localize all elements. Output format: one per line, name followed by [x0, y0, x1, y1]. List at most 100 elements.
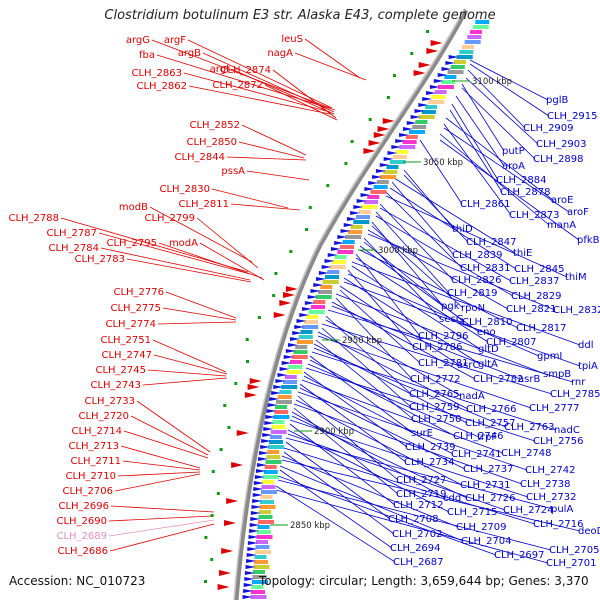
gene-label-clh-2766[interactable]: CLH_2766	[466, 404, 517, 415]
gene-label-asrc[interactable]: asrC	[457, 360, 479, 371]
gene-label-clh-2705[interactable]: CLH_2705	[549, 545, 600, 556]
gene-label-pssa[interactable]: pssA	[221, 166, 245, 177]
gene-label-clh-2884[interactable]: CLH_2884	[496, 175, 547, 186]
gene-label-clh-2845[interactable]: CLH_2845	[514, 264, 565, 275]
gene-label-clh-2796[interactable]: CLH_2796	[418, 331, 469, 342]
gene-label-clh-2898[interactable]: CLH_2898	[533, 154, 584, 165]
gene-label-clh-2763[interactable]: CLH_2763	[504, 422, 555, 433]
gene-label-clh-2782[interactable]: CLH_2782	[473, 374, 524, 385]
gene-label-clh-2694[interactable]: CLH_2694	[390, 543, 441, 554]
gene-label-nadc[interactable]: nadC	[554, 425, 580, 436]
gene-label-naga[interactable]: nagA	[267, 48, 293, 59]
gene-label-clh-2711[interactable]: CLH_2711	[70, 456, 121, 467]
gene-label-clh-2709[interactable]: CLH_2709	[456, 522, 507, 533]
gene-label-pglb[interactable]: pglB	[546, 95, 568, 106]
gene-label-clh-2830[interactable]: CLH_2830	[159, 184, 210, 195]
gene-label-clh-2737[interactable]: CLH_2737	[463, 464, 514, 475]
gene-label-clh-2807[interactable]: CLH_2807	[486, 337, 537, 348]
gene-label-clh-2786[interactable]: CLH_2786	[412, 342, 463, 353]
gene-label-clh-2739[interactable]: CLH_2739	[405, 442, 456, 453]
gene-label-clh-2765[interactable]: CLH_2765	[409, 389, 460, 400]
gene-label-cdd[interactable]: cdd	[443, 493, 461, 504]
gene-label-pfkb[interactable]: pfkB	[577, 235, 600, 246]
gene-label-clh-2783[interactable]: CLH_2783	[74, 254, 125, 265]
gene-label-argi[interactable]: argI	[210, 64, 229, 75]
gene-label-eno[interactable]: eno	[477, 327, 496, 338]
gene-label-clh-2724[interactable]: CLH_2724	[503, 505, 554, 516]
gene-label-clh-2720[interactable]: CLH_2720	[78, 411, 129, 422]
gene-label-glta[interactable]: gltA	[478, 359, 498, 370]
gene-label-trpf[interactable]: trpF	[477, 432, 497, 443]
gene-label-moda[interactable]: modA	[169, 238, 198, 249]
gene-label-tpia[interactable]: tpiA	[578, 361, 598, 372]
gene-label-clh-2775[interactable]: CLH_2775	[110, 303, 161, 314]
gene-label-clh-2704[interactable]: CLH_2704	[461, 536, 512, 547]
gene-label-clh-2832[interactable]: CLH_2832	[553, 305, 600, 316]
gene-label-pgk[interactable]: pgk	[441, 301, 460, 312]
gene-label-clh-2873[interactable]: CLH_2873	[509, 210, 560, 221]
gene-label-smpb[interactable]: smpB	[543, 369, 571, 380]
gene-label-clh-2785[interactable]: CLH_2785	[550, 389, 600, 400]
gene-label-clh-2708[interactable]: CLH_2708	[388, 514, 439, 525]
gene-label-clh-2915[interactable]: CLH_2915	[547, 111, 598, 122]
gene-label-clh-2795[interactable]: CLH_2795	[106, 238, 157, 249]
gene-label-rnr[interactable]: rnr	[571, 377, 586, 388]
gene-label-fba[interactable]: fba	[139, 50, 155, 61]
gene-label-clh-2903[interactable]: CLH_2903	[536, 139, 587, 150]
gene-label-clh-2837[interactable]: CLH_2837	[509, 276, 560, 287]
gene-label-clh-2745[interactable]: CLH_2745	[95, 365, 146, 376]
gene-label-clh-2747[interactable]: CLH_2747	[101, 350, 152, 361]
gene-label-thim[interactable]: thiM	[565, 272, 587, 283]
gene-label-clh-2844[interactable]: CLH_2844	[174, 152, 225, 163]
gene-label-clh-2829[interactable]: CLH_2829	[511, 291, 562, 302]
gene-label-clh-2909[interactable]: CLH_2909	[523, 123, 574, 134]
gene-label-clh-2850[interactable]: CLH_2850	[186, 137, 237, 148]
gene-label-clh-2839[interactable]: CLH_2839	[452, 250, 503, 261]
gene-label-clh-2712[interactable]: CLH_2712	[393, 500, 444, 511]
gene-label-argb[interactable]: argB	[178, 48, 201, 59]
gene-label-deod[interactable]: deoD	[578, 526, 600, 537]
gene-label-arof[interactable]: aroF	[567, 207, 589, 218]
gene-label-clh-2759[interactable]: CLH_2759	[409, 402, 460, 413]
gene-label-clh-2878[interactable]: CLH_2878	[500, 187, 551, 198]
gene-label-clh-2874[interactable]: CLH_2874	[220, 65, 271, 76]
gene-label-clh-2750[interactable]: CLH_2750	[411, 414, 462, 425]
gene-label-argg[interactable]: argG	[126, 35, 150, 46]
gene-label-secg[interactable]: secG	[439, 314, 464, 325]
gene-label-argf[interactable]: argF	[164, 35, 186, 46]
gene-label-clh-2702[interactable]: CLH_2702	[392, 529, 443, 540]
gene-label-clh-2799[interactable]: CLH_2799	[144, 213, 195, 224]
gene-label-clh-2862[interactable]: CLH_2862	[136, 81, 187, 92]
gene-label-leus[interactable]: leuS	[281, 34, 303, 45]
gene-label-modb[interactable]: modB	[119, 202, 148, 213]
gene-label-clh-2781[interactable]: CLH_2781	[418, 358, 469, 369]
gene-label-clh-2784[interactable]: CLH_2784	[48, 243, 99, 254]
gene-label-thie[interactable]: thiE	[513, 248, 532, 259]
gene-label-rpon[interactable]: rpoN	[461, 303, 485, 314]
gene-label-clh-2777[interactable]: CLH_2777	[529, 403, 580, 414]
gene-label-clh-2738[interactable]: CLH_2738	[520, 479, 571, 490]
gene-label-clh-2716[interactable]: CLH_2716	[533, 519, 584, 530]
gene-label-clh-2742[interactable]: CLH_2742	[525, 465, 576, 476]
gene-label-clh-2731[interactable]: CLH_2731	[460, 480, 511, 491]
gene-label-clh-2746[interactable]: CLH_2746	[453, 431, 504, 442]
gene-label-putp[interactable]: putP	[502, 146, 525, 157]
gene-label-clh-2821[interactable]: CLH_2821	[506, 304, 557, 315]
gene-label-clh-2774[interactable]: CLH_2774	[105, 319, 156, 330]
gene-label-nada[interactable]: nadA	[459, 391, 485, 402]
gene-label-clh-2732[interactable]: CLH_2732	[526, 492, 577, 503]
gene-label-clh-2847[interactable]: CLH_2847	[466, 237, 517, 248]
gene-label-clh-2713[interactable]: CLH_2713	[68, 441, 119, 452]
gene-label-clh-2831[interactable]: CLH_2831	[460, 263, 511, 274]
gene-label-clh-2872[interactable]: CLH_2872	[212, 80, 263, 91]
gene-label-clh-2701[interactable]: CLH_2701	[546, 558, 597, 569]
gene-label-clh-2686[interactable]: CLH_2686	[57, 546, 108, 557]
gene-label-clh-2863[interactable]: CLH_2863	[131, 68, 182, 79]
gene-label-clh-2696[interactable]: CLH_2696	[58, 501, 109, 512]
gene-label-clh-2727[interactable]: CLH_2727	[396, 475, 447, 486]
gene-label-mana[interactable]: manA	[547, 220, 576, 231]
gene-label-sure[interactable]: surE	[411, 428, 433, 439]
gene-label-clh-2706[interactable]: CLH_2706	[62, 486, 113, 497]
gene-label-clh-2719[interactable]: CLH_2719	[396, 489, 447, 500]
gene-label-gpmi[interactable]: gpmI	[537, 351, 562, 362]
